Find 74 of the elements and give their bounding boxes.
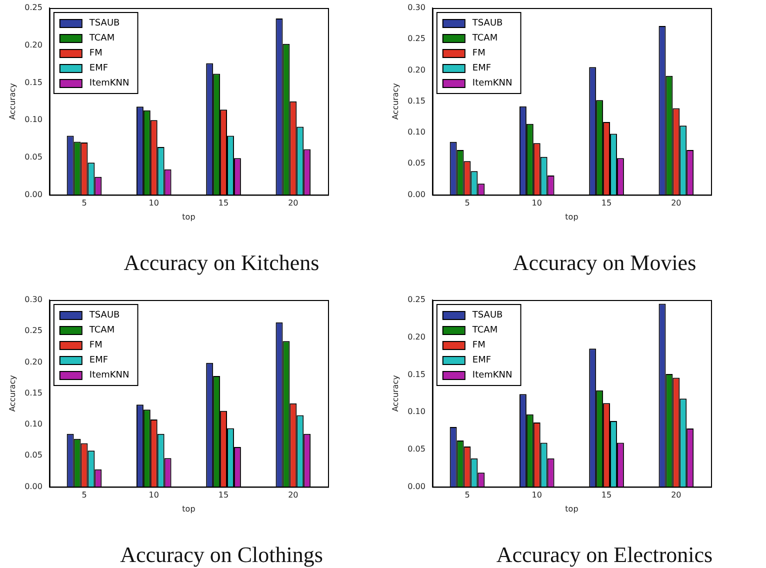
legend-label: TSAUB <box>471 310 503 320</box>
y-tick-label: 0.00 <box>24 482 42 491</box>
y-tick-label: 0.05 <box>24 450 42 460</box>
y-tick-label: 0.25 <box>408 34 426 44</box>
y-tick-label: 0.15 <box>408 96 426 106</box>
x-tick-label: 5 <box>82 198 87 208</box>
y-axis-title: Accuracy <box>8 374 17 412</box>
legend-label: ItemKNN <box>472 370 512 380</box>
y-tick-label: 0.10 <box>408 407 426 416</box>
x-tick-label: 10 <box>148 490 159 500</box>
y-tick-label: 0.15 <box>408 370 426 379</box>
legend-label: ItemKNN <box>89 78 130 88</box>
legend-label: TSAUB <box>88 18 120 28</box>
x-tick-label: 5 <box>464 198 470 208</box>
y-tick-label: 0.05 <box>24 152 42 162</box>
y-tick-label: 0.25 <box>24 326 42 336</box>
x-tick-label: 15 <box>218 198 229 208</box>
legend-label: TCAM <box>471 33 498 44</box>
text: Accuracy on Kitchens <box>122 250 320 276</box>
y-axis-title: Accuracy <box>8 82 17 120</box>
x-tick-label: 15 <box>601 198 612 208</box>
y-tick-label: 0.30 <box>408 3 426 12</box>
legend-label: TSAUB <box>471 18 503 28</box>
x-tick-label: 10 <box>532 198 542 208</box>
legend-label: TCAM <box>88 33 115 44</box>
y-tick-label: 0.25 <box>24 3 42 12</box>
text: Accuracy on Electronics <box>495 542 714 568</box>
y-tick-label: 0.05 <box>408 158 426 168</box>
x-tick-label: 5 <box>82 490 87 500</box>
x-axis-title: top <box>182 504 196 514</box>
y-tick-label: 0.10 <box>24 420 42 429</box>
legend-label: FM <box>89 48 102 58</box>
y-tick-label: 0.20 <box>408 332 426 342</box>
legend-label: EMF <box>89 63 108 74</box>
y-tick-label: 0.10 <box>408 128 426 137</box>
x-tick-label: 15 <box>601 490 612 500</box>
x-tick-label: 5 <box>464 490 470 500</box>
y-tick-label: 0.05 <box>408 444 426 454</box>
y-tick-label: 0.00 <box>408 190 426 199</box>
y-tick-label: 0.20 <box>408 65 426 74</box>
legend-label: TCAM <box>471 325 498 336</box>
legend-label: FM <box>472 48 486 58</box>
legend-label: FM <box>89 340 102 350</box>
x-tick-label: 20 <box>288 490 298 500</box>
legend-label: ItemKNN <box>472 78 512 88</box>
y-tick-label: 0.15 <box>24 78 42 87</box>
y-tick-label: 0.15 <box>24 388 42 398</box>
legend-label: EMF <box>89 355 108 366</box>
y-tick-label: 0.00 <box>408 482 426 491</box>
y-axis-title: Accuracy <box>390 374 400 412</box>
y-tick-label: 0.00 <box>24 190 42 199</box>
y-axis-title: Accuracy <box>390 82 400 120</box>
legend-label: EMF <box>472 63 492 74</box>
x-tick-label: 15 <box>218 490 229 500</box>
text: Accuracy on Clothings <box>119 542 324 568</box>
legend-label: TCAM <box>88 325 115 336</box>
y-tick-label: 0.10 <box>24 115 42 124</box>
x-axis-title: top <box>182 212 196 222</box>
x-tick-label: 20 <box>671 198 682 208</box>
y-tick-label: 0.20 <box>24 40 42 50</box>
y-tick-label: 0.30 <box>24 295 42 304</box>
text: Accuracy on Movies <box>512 250 698 276</box>
x-tick-label: 20 <box>671 490 682 500</box>
legend-label: EMF <box>472 355 492 366</box>
y-tick-label: 0.20 <box>24 357 42 366</box>
x-tick-label: 10 <box>532 490 542 500</box>
y-tick-label: 0.25 <box>408 295 426 304</box>
legend-label: ItemKNN <box>89 370 130 380</box>
x-axis-title: top <box>565 212 578 222</box>
x-tick-label: 10 <box>148 198 159 208</box>
legend-label: FM <box>472 340 486 350</box>
x-tick-label: 20 <box>288 198 298 208</box>
legend-label: TSAUB <box>88 310 120 320</box>
x-axis-title: top <box>565 504 578 514</box>
